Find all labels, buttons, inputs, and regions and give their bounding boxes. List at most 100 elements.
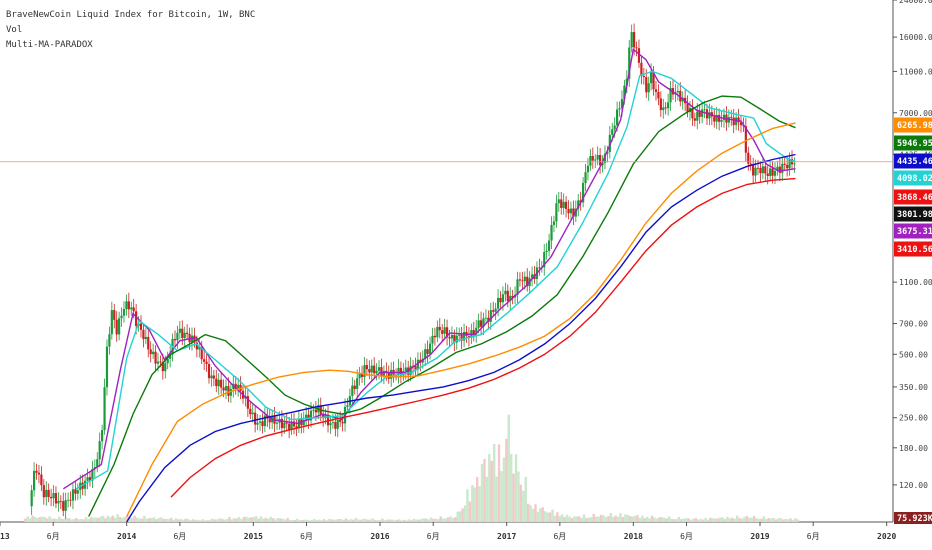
volume-bar <box>412 518 416 522</box>
candle-body <box>45 489 48 498</box>
volume-bar <box>157 518 161 522</box>
x-tick-label: 6月 <box>427 532 440 541</box>
candle-body <box>761 166 764 174</box>
volume-bar <box>541 507 544 522</box>
volume-bar <box>762 516 766 522</box>
candle-body <box>334 422 337 429</box>
ma-line-1 <box>62 48 796 490</box>
volume-bar <box>182 519 185 522</box>
volume-bar <box>556 512 559 522</box>
candle-body <box>139 323 143 330</box>
candle-body <box>154 351 157 364</box>
volume-bar <box>143 515 146 522</box>
candle-body <box>582 183 585 203</box>
volume-bar <box>789 518 792 522</box>
volume-bar <box>509 453 513 522</box>
volume-bar <box>633 515 637 522</box>
volume-bar <box>288 519 292 522</box>
volume-bar <box>655 518 659 522</box>
volume-bar <box>422 518 425 522</box>
candle-body <box>630 32 633 48</box>
volume-bar <box>721 517 724 522</box>
candle-body <box>754 167 757 176</box>
volume-bar <box>330 519 333 522</box>
candle-body <box>749 163 752 165</box>
candle-body <box>307 414 310 421</box>
volume-bar <box>337 519 340 522</box>
volume-bar <box>731 517 734 522</box>
candle-body <box>475 327 478 335</box>
candle-body <box>577 200 580 209</box>
candle-body <box>135 311 138 326</box>
volume-bar <box>203 520 207 522</box>
volume-bar <box>378 520 382 522</box>
volume-bar <box>50 518 54 522</box>
candle-body <box>569 208 573 214</box>
candle-body <box>69 499 72 501</box>
volume-bar <box>89 517 93 522</box>
candle-body <box>616 109 619 126</box>
candle-body <box>776 166 779 171</box>
candle-body <box>620 99 624 109</box>
price-label: 3410.56 <box>897 245 932 255</box>
volume-bar <box>609 512 612 522</box>
volume-bar <box>342 519 345 522</box>
volume-bar <box>148 518 151 522</box>
volume-bar <box>519 484 523 522</box>
volume-bar <box>138 518 141 522</box>
candle-body <box>149 349 152 355</box>
volume-bar <box>310 519 314 522</box>
candle-body <box>144 336 147 340</box>
volume-bar <box>279 518 282 522</box>
price-label-bg <box>894 241 932 257</box>
candle-body <box>458 334 461 336</box>
volume-bar <box>612 516 615 522</box>
volume-bar <box>646 516 649 522</box>
candle-body <box>659 98 662 111</box>
volume-bar <box>213 519 217 522</box>
volume-bar <box>672 519 676 522</box>
volume-bar <box>172 519 175 522</box>
candle-body <box>390 369 393 379</box>
volume-bar <box>84 517 88 522</box>
volume-bar <box>174 518 178 522</box>
volume-bar <box>403 519 406 522</box>
volume-bar <box>177 519 180 522</box>
y-tick-label: 7000.00 <box>899 109 932 118</box>
volume-bar <box>769 518 773 522</box>
volume-bar <box>298 520 302 522</box>
volume-bar <box>167 519 170 522</box>
candle-body <box>509 295 512 302</box>
candle-body <box>292 421 296 427</box>
candle-body <box>477 320 480 328</box>
volume-bar <box>531 508 535 522</box>
volume-bar <box>449 516 452 522</box>
volume-bar <box>665 518 668 522</box>
volume-bar <box>92 517 95 522</box>
volume-bar <box>228 517 231 522</box>
candle-body <box>47 489 50 497</box>
volume-bar <box>356 519 360 522</box>
volume-bar <box>33 516 37 522</box>
volume-bar <box>529 505 532 522</box>
candle-body <box>283 422 286 429</box>
volume-bar <box>619 513 622 522</box>
candle-body <box>654 89 658 92</box>
volume-label-bg <box>894 512 932 524</box>
volume-bar <box>347 519 350 522</box>
volume-bar <box>723 519 727 522</box>
candle-body <box>482 318 485 327</box>
candle-body <box>744 126 747 153</box>
volume-bar <box>512 473 515 522</box>
volume-bar <box>245 516 248 522</box>
volume-bar <box>126 515 129 522</box>
volume-bar <box>160 517 163 522</box>
candle-body <box>203 359 206 362</box>
candle-body <box>693 118 696 121</box>
price-label-bg <box>894 153 932 169</box>
volume-bar <box>31 515 34 522</box>
volume-bar <box>429 517 433 522</box>
volume-bar <box>650 515 654 522</box>
candle-body <box>472 330 475 335</box>
